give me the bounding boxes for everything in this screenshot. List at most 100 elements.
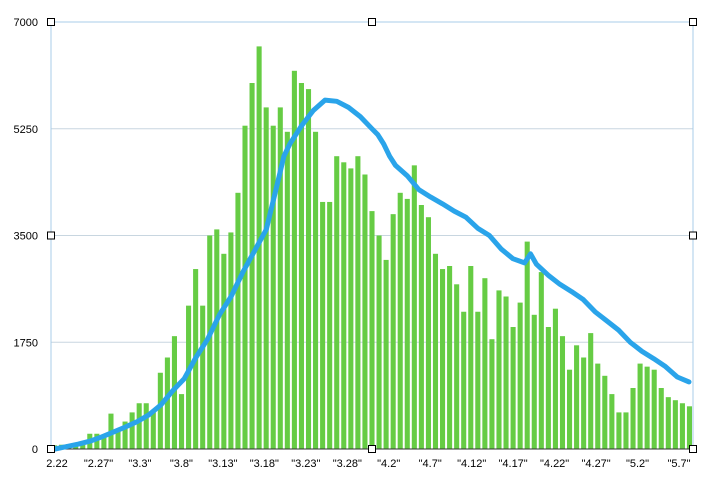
bar-55	[440, 269, 446, 449]
bar-84	[644, 366, 650, 449]
x-tick-label-8: "4.2"	[377, 458, 400, 470]
y-tick-label-1750: 1750	[14, 337, 38, 349]
bar-68	[531, 314, 537, 449]
bar-18	[178, 394, 185, 449]
bar-51	[411, 165, 417, 449]
bar-31	[270, 125, 276, 449]
bar-36	[305, 89, 312, 449]
x-tick-label-2: "3.3"	[128, 458, 151, 470]
bar-77	[595, 363, 601, 449]
bar-80	[616, 412, 622, 449]
bar-47	[383, 259, 389, 449]
bar-87	[665, 397, 671, 449]
trend-line-path	[52, 97, 692, 452]
bar-63	[496, 290, 502, 449]
resize-handle-middle-left[interactable]	[47, 231, 55, 240]
resize-handle-top-left[interactable]	[47, 18, 55, 26]
bar-73	[567, 369, 573, 449]
bar-37	[313, 131, 319, 450]
x-tick-label-15: "5.7"	[667, 458, 690, 470]
bar-81	[623, 412, 629, 449]
bar-42	[348, 168, 354, 449]
bar-54	[432, 253, 439, 449]
bar-35	[298, 83, 304, 449]
bar-70	[545, 327, 551, 449]
bar-56	[447, 266, 453, 449]
resize-handle-middle-right[interactable]	[689, 231, 697, 240]
x-tick-label-11: "4.17"	[498, 458, 527, 470]
bar-32	[277, 107, 283, 450]
x-tick-label-3: "3.8"	[170, 458, 193, 470]
bar-61	[482, 278, 488, 449]
resize-handle-bottom-left[interactable]	[47, 445, 55, 453]
x-tick-label-10: "4.12"	[457, 458, 486, 470]
bar-43	[355, 156, 361, 449]
bar-22	[207, 235, 213, 449]
bar-46	[376, 235, 382, 449]
x-tick-label-4: "3.13"	[208, 458, 237, 470]
resize-handle-top-right[interactable]	[689, 18, 697, 26]
resize-handle-top-center[interactable]	[368, 18, 376, 26]
bar-12	[136, 403, 142, 449]
resize-handle-bottom-right[interactable]	[689, 445, 697, 453]
y-tick-label-7000: 7000	[14, 17, 38, 29]
bar-28	[249, 83, 255, 449]
bar-65	[510, 327, 516, 449]
y-tick-label-0: 0	[32, 444, 38, 456]
bar-85	[651, 369, 657, 449]
bar-15	[157, 372, 163, 449]
bar-78	[602, 375, 608, 449]
bar-59	[468, 266, 474, 449]
bar-25	[228, 232, 234, 449]
y-tick-label-5250: 5250	[14, 124, 38, 136]
bar-6	[94, 433, 100, 449]
bar-57	[454, 284, 460, 449]
bar-62	[489, 339, 495, 449]
bar-21	[200, 305, 206, 449]
bar-10	[122, 421, 128, 449]
bar-58	[461, 311, 467, 449]
x-axis-ticks: 2.22 "2.27" "3.3" "3.8" "3.13" "3.18" "3.23" "3…	[46, 458, 690, 470]
bar-17	[171, 336, 177, 449]
bar-44	[362, 174, 368, 449]
bar-49	[397, 192, 403, 450]
bar-64	[503, 296, 509, 449]
bar-76	[588, 333, 594, 449]
x-tick-label-12: "4.22"	[540, 458, 569, 470]
bar-40	[334, 156, 340, 449]
bar-75	[581, 357, 587, 449]
bar-7	[101, 435, 107, 449]
x-tick-label-0: 2.22	[46, 458, 67, 470]
bar-52	[418, 205, 424, 449]
bar-71	[552, 308, 558, 449]
bar-60	[475, 311, 481, 449]
bar-9	[115, 430, 121, 449]
bar-16	[164, 357, 170, 449]
resize-handle-bottom-center[interactable]	[368, 445, 376, 453]
bar-90	[686, 406, 693, 449]
x-tick-label-14: "5.2"	[626, 458, 649, 470]
bar-19	[186, 305, 192, 449]
bar-23	[214, 229, 220, 449]
x-tick-label-1: "2.27"	[84, 458, 113, 470]
bar-72	[559, 336, 566, 449]
bar-66	[517, 302, 523, 449]
bar-74	[574, 345, 580, 449]
bar-34	[291, 70, 297, 450]
bar-39	[327, 201, 333, 449]
bar-88	[672, 400, 678, 449]
bar-13	[143, 403, 149, 449]
x-tick-label-9: "4.7"	[419, 458, 442, 470]
bar-50	[404, 198, 410, 449]
bars	[51, 46, 693, 450]
bar-30	[263, 107, 269, 450]
bar-4	[80, 442, 86, 449]
x-tick-label-13: "4.27"	[581, 458, 610, 470]
bar-48	[390, 214, 396, 449]
selection-handles[interactable]	[47, 18, 697, 453]
bar-24	[221, 253, 227, 449]
trend-line	[52, 97, 692, 452]
bar-45	[369, 211, 375, 449]
bar-89	[679, 403, 685, 449]
